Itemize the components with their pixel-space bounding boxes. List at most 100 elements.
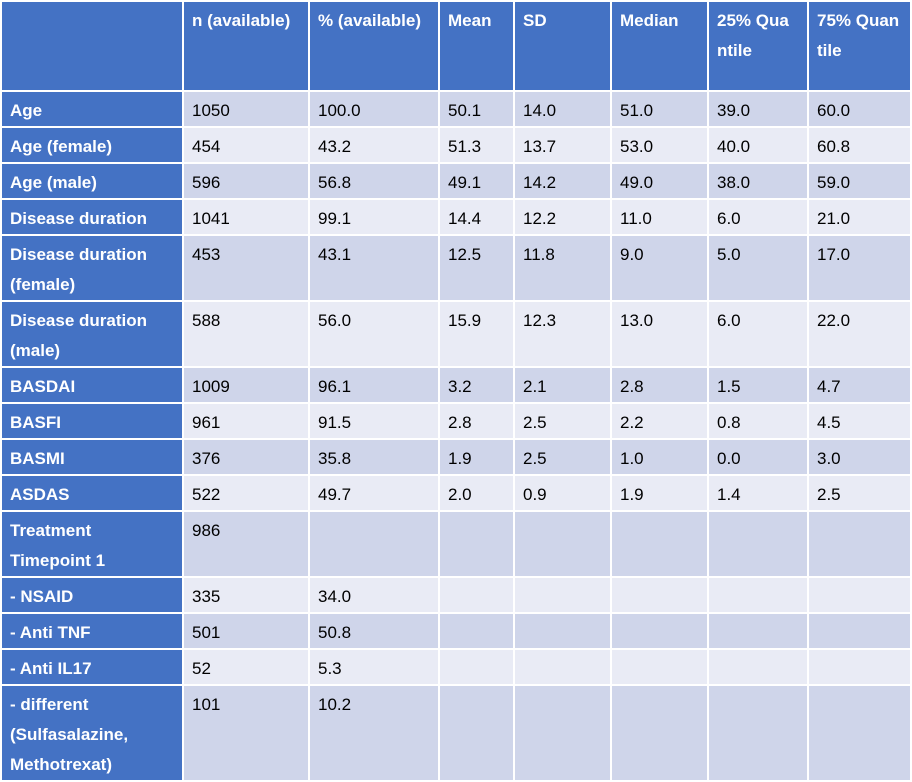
cell-mean: 12.5: [438, 234, 515, 302]
table-row: BASFI 961 91.5 2.8 2.5 2.2 0.8 4.5: [0, 402, 912, 440]
cell-sd: [513, 648, 612, 686]
table-row: Age (male) 596 56.8 49.1 14.2 49.0 38.0 59.0: [0, 162, 912, 200]
cell-sd: 2.5: [513, 438, 612, 476]
cell-q75: [807, 576, 912, 614]
cell-mean: [438, 510, 515, 578]
cell-sd: 13.7: [513, 126, 612, 164]
cell-n: 596: [182, 162, 310, 200]
header-cell-percent: % (available): [308, 0, 440, 92]
cell-q25: 1.4: [707, 474, 809, 512]
cell-median: [610, 612, 709, 650]
cell-percent: 5.3: [308, 648, 440, 686]
cell-sd: 14.2: [513, 162, 612, 200]
cell-n: 588: [182, 300, 310, 368]
cell-percent: 43.2: [308, 126, 440, 164]
cell-q75: 3.0: [807, 438, 912, 476]
cell-sd: [513, 576, 612, 614]
cell-mean: 49.1: [438, 162, 515, 200]
cell-n: 1009: [182, 366, 310, 404]
cell-mean: 1.9: [438, 438, 515, 476]
cell-n: 335: [182, 576, 310, 614]
cell-median: 9.0: [610, 234, 709, 302]
cell-q25: 6.0: [707, 198, 809, 236]
cell-mean: 15.9: [438, 300, 515, 368]
cell-n: 986: [182, 510, 310, 578]
cell-n: 522: [182, 474, 310, 512]
table-row: BASMI 376 35.8 1.9 2.5 1.0 0.0 3.0: [0, 438, 912, 476]
row-label: Age (female): [0, 126, 184, 164]
cell-q25: 5.0: [707, 234, 809, 302]
table-row: Age (female) 454 43.2 51.3 13.7 53.0 40.0 60.8: [0, 126, 912, 164]
cell-mean: [438, 612, 515, 650]
cell-median: [610, 576, 709, 614]
cell-percent: 56.8: [308, 162, 440, 200]
cell-q75: [807, 684, 912, 782]
cell-q75: 4.5: [807, 402, 912, 440]
cell-sd: [513, 510, 612, 578]
cell-n: 376: [182, 438, 310, 476]
header-cell-q25: 25% Quantile: [707, 0, 809, 92]
cell-percent: 35.8: [308, 438, 440, 476]
table-row: - Anti IL17 52 5.3: [0, 648, 912, 686]
table-row: ASDAS 522 49.7 2.0 0.9 1.9 1.4 2.5: [0, 474, 912, 512]
cell-median: 1.9: [610, 474, 709, 512]
table-row: Disease duration (male) 588 56.0 15.9 12.3 13…: [0, 300, 912, 368]
cell-mean: [438, 648, 515, 686]
cell-sd: 0.9: [513, 474, 612, 512]
row-label: BASFI: [0, 402, 184, 440]
cell-median: 2.8: [610, 366, 709, 404]
cell-mean: 2.0: [438, 474, 515, 512]
cell-n: 453: [182, 234, 310, 302]
table-row: - Anti TNF 501 50.8: [0, 612, 912, 650]
cell-q75: 22.0: [807, 300, 912, 368]
row-label: Age (male): [0, 162, 184, 200]
cell-mean: 50.1: [438, 90, 515, 128]
cell-q75: 59.0: [807, 162, 912, 200]
cell-sd: 2.1: [513, 366, 612, 404]
row-label: BASDAI: [0, 366, 184, 404]
cell-percent: 96.1: [308, 366, 440, 404]
cell-percent: 10.2: [308, 684, 440, 782]
cell-n: 454: [182, 126, 310, 164]
cell-q25: [707, 684, 809, 782]
table-row: Treatment Timepoint 1 986: [0, 510, 912, 578]
cell-q25: 0.8: [707, 402, 809, 440]
cell-median: 53.0: [610, 126, 709, 164]
table-row: BASDAI 1009 96.1 3.2 2.1 2.8 1.5 4.7: [0, 366, 912, 404]
cell-q75: [807, 648, 912, 686]
cell-n: 1050: [182, 90, 310, 128]
cell-q75: 21.0: [807, 198, 912, 236]
cell-mean: [438, 576, 515, 614]
cell-sd: 2.5: [513, 402, 612, 440]
cell-q75: 4.7: [807, 366, 912, 404]
cell-median: 49.0: [610, 162, 709, 200]
row-label: Age: [0, 90, 184, 128]
header-cell-corner: [0, 0, 184, 92]
row-label: BASMI: [0, 438, 184, 476]
cell-q75: 2.5: [807, 474, 912, 512]
cell-percent: 99.1: [308, 198, 440, 236]
table-row: Disease duration 1041 99.1 14.4 12.2 11.0 6.0 2…: [0, 198, 912, 236]
cell-q75: [807, 510, 912, 578]
cell-percent: 43.1: [308, 234, 440, 302]
cell-q75: 60.0: [807, 90, 912, 128]
cell-q75: 60.8: [807, 126, 912, 164]
cell-mean: 3.2: [438, 366, 515, 404]
table-row: Age 1050 100.0 50.1 14.0 51.0 39.0 60.0: [0, 90, 912, 128]
cell-percent: [308, 510, 440, 578]
cell-n: 1041: [182, 198, 310, 236]
row-label: Disease duration (female): [0, 234, 184, 302]
cell-percent: 50.8: [308, 612, 440, 650]
cell-percent: 91.5: [308, 402, 440, 440]
header-row: n (available) % (available) Mean SD Medi…: [0, 0, 912, 92]
cell-sd: 12.3: [513, 300, 612, 368]
row-label: - Anti TNF: [0, 612, 184, 650]
cell-median: 2.2: [610, 402, 709, 440]
cell-sd: 14.0: [513, 90, 612, 128]
cell-n: 101: [182, 684, 310, 782]
cell-q25: 38.0: [707, 162, 809, 200]
cell-median: 1.0: [610, 438, 709, 476]
cell-median: 11.0: [610, 198, 709, 236]
header-cell-q75: 75% Quantile: [807, 0, 912, 92]
cell-n: 501: [182, 612, 310, 650]
